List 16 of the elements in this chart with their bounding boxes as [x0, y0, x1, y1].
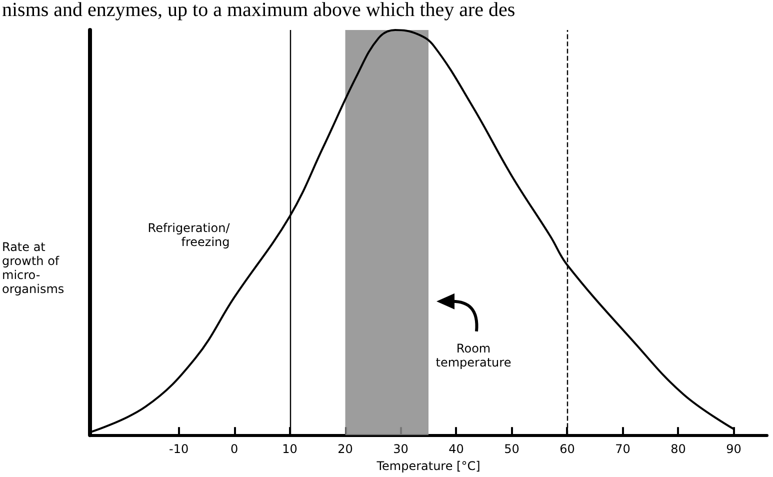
x-tick-label: 10: [282, 442, 298, 456]
y-axis-title: Rate at growth of micro- organisms: [2, 240, 64, 296]
x-tick-label: 80: [670, 442, 686, 456]
ref-line-label: Refrigeration/ freezing: [148, 220, 231, 249]
x-axis-title: Temperature [°C]: [376, 459, 480, 473]
x-tick-label: 0: [230, 442, 238, 456]
x-tick-label: 30: [393, 442, 408, 456]
x-tick-label: -10: [168, 442, 189, 456]
x-tick-label: 60: [560, 442, 575, 456]
x-tick-label: 90: [726, 442, 742, 456]
x-tick-label: 20: [338, 442, 353, 456]
text: nisms and enzymes, up to a maximum above which they are des: [2, 0, 516, 21]
x-tick-label: 50: [504, 442, 520, 456]
x-tick-label: 70: [615, 442, 630, 456]
band-label: Room temperature: [436, 341, 512, 370]
x-tick-label: 40: [448, 442, 464, 456]
